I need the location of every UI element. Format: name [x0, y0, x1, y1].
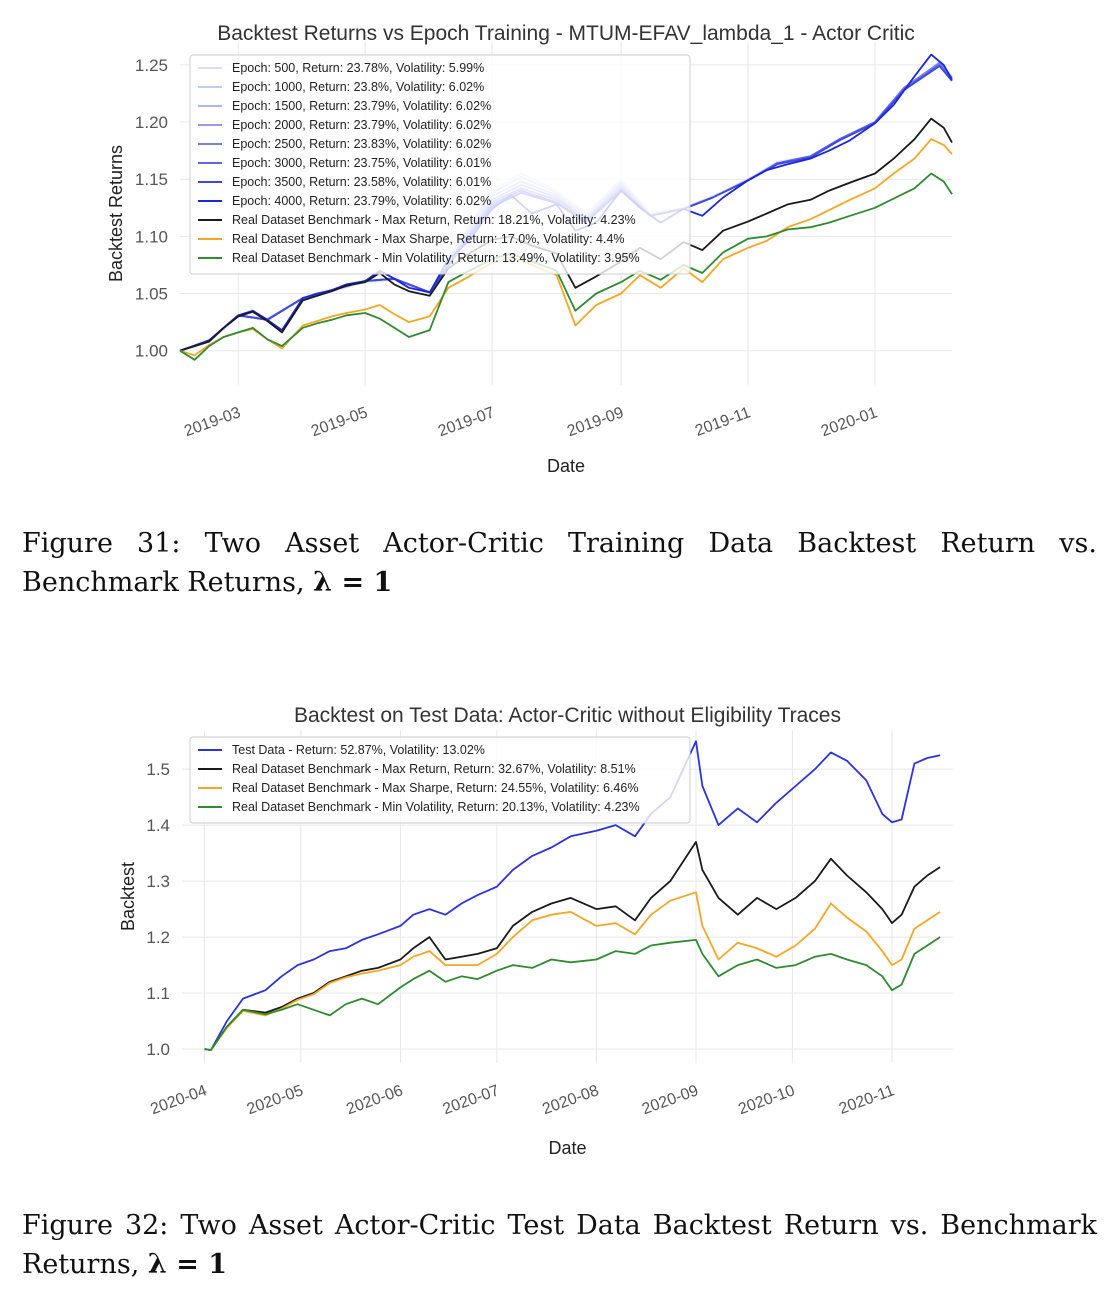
legend-label: Epoch: 2500, Return: 23.83%, Volatility:… [232, 137, 491, 151]
legend-box [189, 54, 691, 275]
x-tick-label: 2019-03 [182, 404, 243, 440]
x-tick-label: 2020-11 [837, 1082, 897, 1118]
figure-31-caption-text: Figure 31: Two Asset Actor-Critic Traini… [22, 528, 1097, 598]
x-tick-label: 2020-01 [819, 404, 880, 440]
x-tick-label: 2019-09 [565, 404, 626, 440]
legend-label: Real Dataset Benchmark - Max Sharpe, Ret… [232, 781, 638, 795]
y-axis-label: Backtest Returns [106, 145, 126, 282]
legend-label: Real Dataset Benchmark - Max Return, Ret… [232, 213, 636, 227]
legend-label: Real Dataset Benchmark - Max Sharpe, Ret… [232, 232, 625, 246]
y-tick-label: 1.10 [135, 227, 168, 246]
x-tick-label: 2020-06 [344, 1082, 405, 1118]
legend-label: Real Dataset Benchmark - Min Volatility,… [232, 251, 640, 265]
x-tick-label: 2020-07 [441, 1082, 502, 1118]
legend-label: Real Dataset Benchmark - Min Volatility,… [232, 800, 640, 814]
series-line-3 [204, 891, 941, 1052]
legend: Test Data - Return: 52.87%, Volatility: … [189, 736, 691, 824]
x-tick-label: 2019-11 [693, 404, 753, 440]
x-tick-label: 2019-05 [309, 404, 370, 440]
x-axis-label: Date [548, 1138, 586, 1158]
y-tick-label: 1.0 [146, 1040, 170, 1059]
chart-title: Backtest on Test Data: Actor-Critic with… [294, 704, 841, 727]
chart-test-backtest: Backtest on Test Data: Actor-Critic with… [0, 690, 1118, 1170]
chart-test-svg: Backtest on Test Data: Actor-Critic with… [118, 704, 953, 1158]
y-tick-label: 1.25 [135, 56, 168, 75]
legend-label: Epoch: 4000, Return: 23.79%, Volatility:… [232, 194, 491, 208]
x-tick-label: 2020-08 [540, 1082, 601, 1118]
x-tick-label: 2020-10 [736, 1082, 797, 1118]
x-tick-label: 2020-04 [148, 1082, 209, 1118]
chart-training-backtest: Backtest Returns vs Epoch Training - MTU… [0, 0, 1118, 500]
chart-training-svg: Backtest Returns vs Epoch Training - MTU… [106, 22, 953, 476]
y-tick-label: 1.4 [146, 816, 170, 835]
legend-label: Epoch: 3000, Return: 23.75%, Volatility:… [232, 156, 491, 170]
series-line-4 [204, 936, 941, 1052]
figure-32-caption: Figure 32: Two Asset Actor-Critic Test D… [22, 1206, 1097, 1284]
figure-31-caption: Figure 31: Two Asset Actor-Critic Traini… [22, 524, 1097, 602]
figure-32-lambda: λ = 1 [147, 1249, 228, 1280]
x-tick-label: 2020-05 [245, 1082, 306, 1118]
y-tick-label: 1.3 [146, 872, 170, 891]
y-tick-label: 1.2 [146, 928, 170, 947]
legend: Epoch: 500, Return: 23.78%, Volatility: … [189, 54, 691, 275]
legend-label: Epoch: 1000, Return: 23.8%, Volatility: … [232, 80, 484, 94]
legend-label: Epoch: 2000, Return: 23.79%, Volatility:… [232, 118, 491, 132]
legend-label: Epoch: 500, Return: 23.78%, Volatility: … [232, 61, 484, 75]
figure-31-lambda: λ = 1 [313, 567, 393, 598]
y-axis-label: Backtest [118, 862, 138, 931]
x-tick-label: 2020-09 [640, 1082, 701, 1118]
figure-32-caption-text: Figure 32: Two Asset Actor-Critic Test D… [22, 1210, 1097, 1280]
gridlines [182, 730, 953, 1063]
y-tick-label: 1.00 [135, 342, 168, 361]
series-line-2 [204, 840, 941, 1052]
series-line-1 [204, 740, 941, 1052]
y-tick-label: 1.1 [146, 984, 170, 1003]
x-axis-label: Date [547, 456, 585, 476]
legend-label: Real Dataset Benchmark - Max Return, Ret… [232, 762, 636, 776]
y-tick-label: 1.15 [135, 170, 168, 189]
chart-title: Backtest Returns vs Epoch Training - MTU… [217, 22, 915, 45]
y-tick-label: 1.05 [135, 285, 168, 304]
y-tick-label: 1.5 [146, 760, 170, 779]
legend-box [189, 736, 691, 824]
y-tick-label: 1.20 [135, 113, 168, 132]
x-tick-label: 2019-07 [436, 404, 497, 440]
legend-label: Epoch: 1500, Return: 23.79%, Volatility:… [232, 99, 491, 113]
legend-label: Test Data - Return: 52.87%, Volatility: … [232, 743, 485, 757]
legend-label: Epoch: 3500, Return: 23.58%, Volatility:… [232, 175, 491, 189]
